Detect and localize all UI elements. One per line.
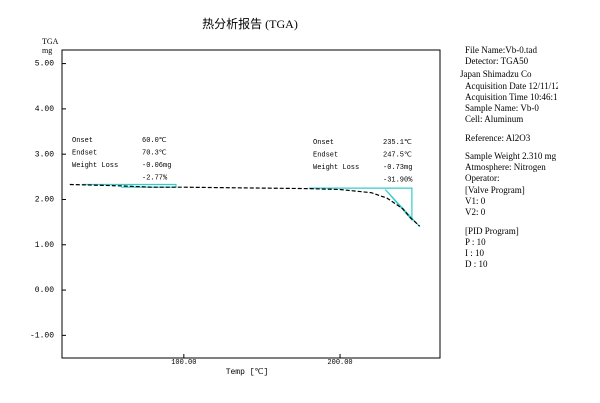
info-line: Operator: <box>465 173 499 183</box>
annotation-key: Endset <box>313 151 338 159</box>
info-line: Atmosphere: Nitrogen <box>465 162 546 172</box>
annotation-value: -31.90% <box>383 176 413 184</box>
info-line: I : 10 <box>465 248 484 258</box>
annotation-key: Onset <box>313 139 334 147</box>
info-line: D : 10 <box>465 259 488 269</box>
y-tick-label: 5.00 <box>35 60 54 69</box>
annotation-key: Weight Loss <box>72 162 118 170</box>
annotation-value: 60.0℃ <box>142 137 167 145</box>
info-line: Cell: Aluminum <box>465 114 523 124</box>
analysis-line <box>308 187 421 228</box>
annotation-key: Endset <box>72 149 97 157</box>
info-line: Japan Shimadzu Co <box>460 69 532 79</box>
y-tick-label: 0.00 <box>35 286 54 295</box>
info-line: Reference: Al2O3 <box>465 133 531 143</box>
annotation-key: Onset <box>72 137 93 145</box>
y-tick-label: 4.00 <box>35 105 54 114</box>
y-tick-label: 2.00 <box>35 196 54 205</box>
annotation-value: 70.3℃ <box>142 149 167 157</box>
x-axis-label: Temp [℃] <box>226 368 269 377</box>
annotation-value: -0.06mg <box>142 162 171 170</box>
tga-curve <box>69 183 421 227</box>
info-line: Acquisition Time 10:46:11 <box>465 92 562 102</box>
annotation-value: -2.77% <box>142 174 168 182</box>
y-axis-label: TGA <box>42 37 59 46</box>
plot-frame <box>61 49 441 359</box>
info-line: Acquisition Date 12/11/12 <box>465 81 560 91</box>
info-line: Sample Name: Vb-0 <box>465 103 539 113</box>
info-line: V2: 0 <box>465 207 486 217</box>
y-tick-label: 3.00 <box>35 150 54 159</box>
info-line: P : 10 <box>465 237 486 247</box>
annotation-value: -0.73mg <box>383 164 412 172</box>
annotation-value: 247.5℃ <box>383 151 412 159</box>
y-tick-label: 1.00 <box>35 241 54 250</box>
x-tick-label: 100.00 <box>171 359 196 367</box>
x-tick-label: 200.00 <box>327 359 352 367</box>
info-line: Detector: TGA50 <box>465 56 529 66</box>
annotation-key: Weight Loss <box>313 164 359 172</box>
info-line: File Name:Vb-0.tad <box>465 45 537 55</box>
annotation-value: 235.1℃ <box>383 139 412 147</box>
info-line: [PID Program] <box>465 226 519 236</box>
info-line: V1: 0 <box>465 196 486 206</box>
info-line: Sample Weight 2.310 mg <box>465 151 557 161</box>
info-line: [Valve Program] <box>465 185 525 195</box>
y-tick-label: -1.00 <box>30 331 54 340</box>
chart-title: 热分析报告 (TGA) <box>202 16 298 31</box>
y-axis-unit: mg <box>42 46 52 55</box>
